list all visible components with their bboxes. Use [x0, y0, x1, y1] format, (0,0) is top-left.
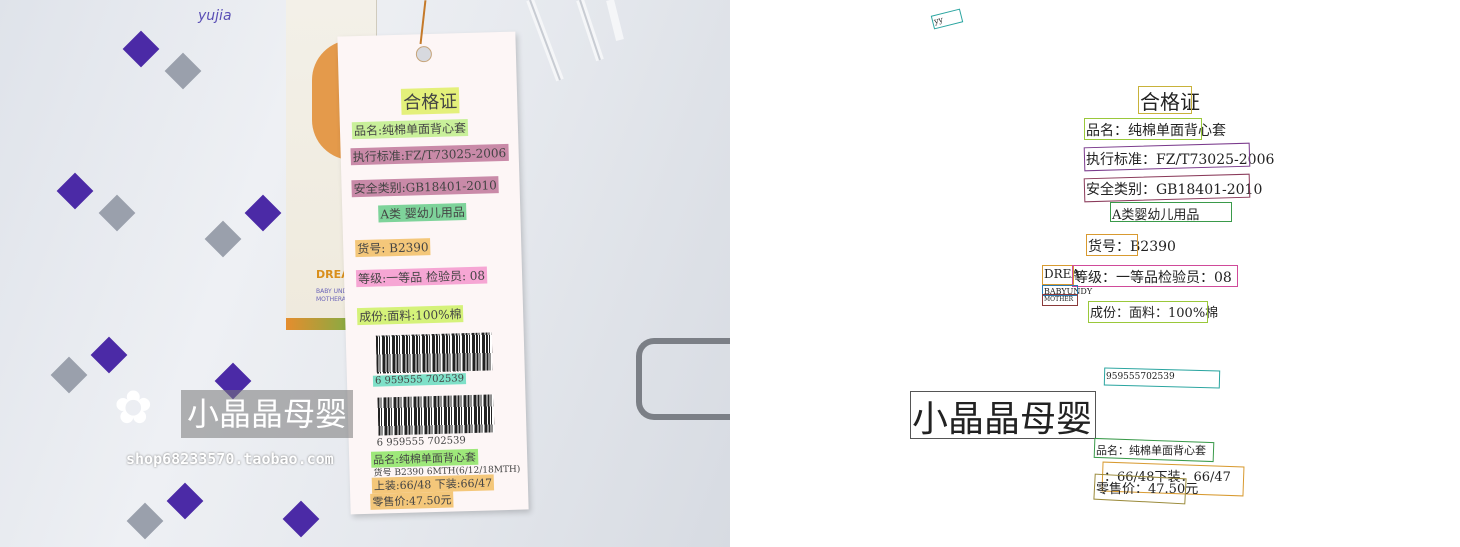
ocr-text-dream: DREA — [1044, 267, 1081, 281]
tag-size-top-bottom: 上装:66/48 下装:66/47 — [371, 474, 495, 494]
ocr-text-mother: MOTHER — [1044, 296, 1074, 303]
hang-tag: 合格证 品名:纯棉单面背心套 执行标准:FZ/T73025-2006 安全类别:… — [337, 0, 529, 515]
ocr-text-product-name: 品名：纯棉单面背心套 — [1086, 123, 1226, 139]
watermark-shop-url: shop68233570.taobao.com — [126, 450, 334, 468]
ocr-text-product-name-2: 品名：纯棉单面背心套 — [1096, 444, 1206, 457]
watermark-flower-icon: ✿ — [114, 380, 153, 434]
tag-category: A类 婴幼儿用品 — [378, 203, 468, 223]
fabric-diamond-gray — [126, 502, 164, 540]
ocr-box-safety — [1083, 173, 1251, 203]
ocr-box-title — [1138, 86, 1192, 114]
ocr-box-dream — [1042, 265, 1074, 285]
tag-title: 合格证 — [400, 87, 460, 115]
ocr-box-composition — [1088, 301, 1208, 323]
ocr-box-watermark — [910, 391, 1096, 439]
ocr-text-item-no: 货号：B2390 — [1088, 239, 1176, 255]
watermark-shop-name: 小晶晶母婴 — [181, 390, 354, 438]
ocr-box-tiny — [930, 8, 964, 30]
tag-safety: 安全类别:GB18401-2010 — [351, 176, 500, 198]
fabric-diamond-gray — [50, 356, 88, 394]
ocr-box-price — [1093, 473, 1187, 505]
ocr-box-barcode — [1103, 367, 1221, 389]
tag-composition: 成份:面料:100%棉 — [356, 305, 464, 326]
tag-string — [419, 0, 427, 45]
fabric-diamond-purple — [122, 30, 160, 68]
fabric-diamond-purple — [56, 172, 94, 210]
fabric-diamond-purple — [90, 336, 128, 374]
product-photo: yujia DREA BABY UNDY MOTHERA 合格证 品名:纯棉单面… — [0, 0, 730, 547]
barcode-2 — [377, 394, 495, 436]
ocr-text-babyundy: BABYUNDY — [1044, 287, 1093, 296]
barcode-1-number: 6 959555 702539 — [372, 373, 467, 387]
barcode-2-number: 6 959555 702539 — [376, 435, 466, 449]
ocr-box-product-name-2 — [1093, 437, 1215, 463]
ocr-text-size-line: ：66/48下装：66/47 — [1104, 470, 1231, 485]
ocr-text-safety: 安全类别：GB18401-2010 — [1086, 182, 1263, 198]
tag-item-no: 货号: B2390 — [355, 238, 431, 258]
ocr-text-title: 合格证 — [1140, 90, 1200, 114]
ocr-box-item-no — [1086, 234, 1138, 256]
fabric-diamond-purple — [244, 194, 282, 232]
ocr-box-grade — [1072, 265, 1238, 287]
tag-price: 零售价:47.50元 — [370, 491, 454, 510]
ocr-result-panel: yy 合格证 品名：纯棉单面背心套 执行标准：FZ/T73025-2006 安全… — [730, 0, 1460, 547]
ocr-box-standard — [1083, 142, 1251, 172]
fabric-diamond-purple — [166, 482, 204, 520]
ocr-box-babyundy — [1042, 285, 1078, 296]
ocr-text-grade: 等级：一等品检验员：08 — [1074, 270, 1232, 286]
fabric-diamond-gray — [164, 52, 202, 90]
fabric-diamond-purple — [282, 500, 320, 538]
ocr-text-barcode: 959555702539 — [1106, 372, 1175, 382]
card-line-1: BABY UNDY — [316, 288, 351, 295]
hanger-icon — [526, 0, 624, 82]
fabric-brand-logo: yujia — [198, 8, 232, 24]
fabric-diamond-gray — [98, 194, 136, 232]
metal-clip — [636, 338, 730, 420]
tag-standard: 执行标准:FZ/T73025-2006 — [350, 143, 509, 166]
barcode-1 — [375, 332, 493, 374]
ocr-box-category — [1110, 202, 1232, 222]
ocr-text-standard: 执行标准：FZ/T73025-2006 — [1086, 152, 1275, 168]
tag-grade: 等级:一等品 检验员: 08 — [355, 266, 488, 288]
ocr-box-mother — [1042, 294, 1078, 306]
ocr-text-watermark: 小晶晶母婴 — [912, 399, 1093, 440]
card-brand: DREA — [316, 268, 350, 281]
ocr-text-price: 零售价：47.50元 — [1096, 482, 1199, 497]
ocr-box-product-name — [1084, 118, 1202, 140]
ocr-text-composition: 成份：面料：100%棉 — [1090, 306, 1219, 321]
tag-hole — [415, 45, 433, 63]
card-line-2: MOTHERA — [316, 296, 346, 303]
fabric-diamond-gray — [204, 220, 242, 258]
ocr-text-category: A类婴幼儿用品 — [1112, 208, 1200, 223]
tag-product-name: 品名:纯棉单面背心套 — [351, 118, 469, 140]
